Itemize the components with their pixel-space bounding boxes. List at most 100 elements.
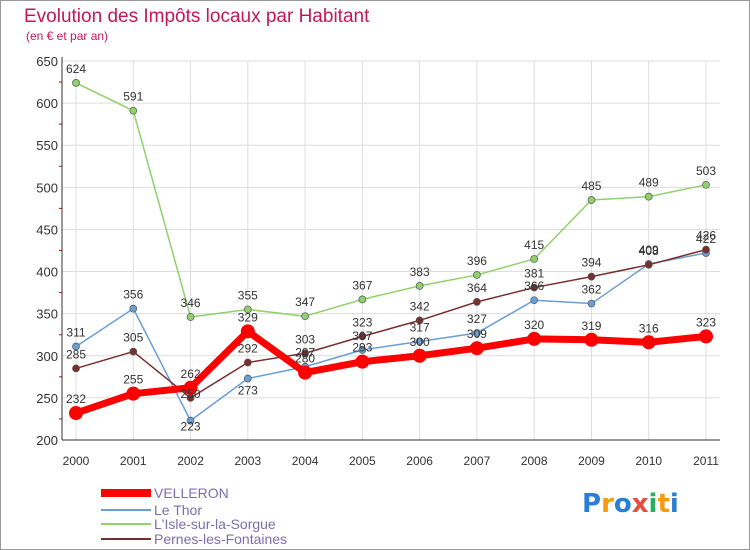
data-label: 305 xyxy=(123,331,143,345)
data-label: 367 xyxy=(352,278,372,292)
data-point xyxy=(243,358,252,367)
logo-letter: o xyxy=(613,489,632,519)
x-tick-label: 2004 xyxy=(292,454,319,468)
data-point xyxy=(355,354,370,369)
labels-layer: 624 591 346 355 347 367 383 396 415 485 489 503 311 3… xyxy=(66,62,716,434)
data-label: 319 xyxy=(581,319,601,333)
x-tick-label: 2003 xyxy=(234,454,261,468)
data-point xyxy=(240,324,255,339)
x-tick-label: 2007 xyxy=(464,454,491,468)
data-point xyxy=(473,271,481,279)
data-point xyxy=(301,312,309,321)
data-label: 356 xyxy=(123,288,143,302)
x-tick-label: 2009 xyxy=(578,454,605,468)
y-tick-label: 450 xyxy=(36,222,58,237)
data-label: 262 xyxy=(181,367,201,381)
data-label: 255 xyxy=(123,373,143,387)
data-label: 366 xyxy=(524,279,544,293)
data-label: 503 xyxy=(696,164,716,178)
x-tick-label: 2002 xyxy=(177,454,204,468)
data-label: 624 xyxy=(66,62,86,76)
data-point xyxy=(473,298,481,306)
data-point xyxy=(702,245,710,254)
data-point xyxy=(473,329,481,337)
data-label: 346 xyxy=(181,296,201,310)
data-point xyxy=(644,260,653,269)
legend-swatches xyxy=(101,489,151,540)
data-point xyxy=(298,365,313,380)
data-point xyxy=(530,296,539,305)
data-label: 300 xyxy=(410,335,430,349)
data-label: 292 xyxy=(238,342,258,356)
x-tick-label: 2000 xyxy=(63,454,90,468)
data-label: 381 xyxy=(524,267,544,281)
logo-letter: P xyxy=(582,489,602,519)
data-point xyxy=(587,299,596,308)
series-line-1 xyxy=(75,252,707,422)
y-tick-label: 500 xyxy=(36,180,58,195)
data-point xyxy=(644,192,653,201)
x-tick-label: 2001 xyxy=(120,454,147,468)
data-point xyxy=(587,196,596,204)
data-label: 409 xyxy=(639,243,659,257)
data-label: 422 xyxy=(696,232,716,246)
data-point xyxy=(72,364,80,373)
series-line-2 xyxy=(75,82,707,318)
data-point xyxy=(243,305,252,314)
data-point xyxy=(641,335,656,350)
data-label: 362 xyxy=(581,283,601,297)
data-point xyxy=(358,346,367,354)
data-point xyxy=(530,255,539,263)
data-label: 285 xyxy=(66,347,86,361)
data-point xyxy=(129,347,138,356)
data-label: 485 xyxy=(581,179,601,193)
logo-letter: x xyxy=(631,489,649,519)
data-label: 293 xyxy=(352,341,372,355)
data-label: 489 xyxy=(639,176,659,190)
data-point xyxy=(72,79,80,87)
data-label: 323 xyxy=(352,315,372,329)
data-label: 303 xyxy=(295,332,315,346)
data-point xyxy=(415,282,424,290)
y-tick-label: 600 xyxy=(36,96,58,111)
y-tick-label: 550 xyxy=(36,138,58,153)
y-tick-label: 350 xyxy=(36,307,58,322)
x-tick-label: 2011 xyxy=(693,454,719,468)
data-point xyxy=(412,348,427,363)
data-point xyxy=(72,342,80,351)
data-point xyxy=(129,304,138,313)
data-point xyxy=(301,349,309,358)
data-label: 287 xyxy=(295,346,315,360)
x-tick-label: 2006 xyxy=(406,454,433,468)
data-label: 316 xyxy=(639,321,659,335)
data-point xyxy=(415,337,424,346)
data-point xyxy=(69,406,83,421)
logo-letter: i xyxy=(669,489,679,519)
data-point xyxy=(186,416,195,425)
data-point xyxy=(587,272,596,281)
series-layer xyxy=(69,79,713,425)
data-label: 307 xyxy=(352,329,372,343)
data-label: 311 xyxy=(66,326,85,340)
data-point xyxy=(584,332,599,347)
grid xyxy=(62,60,720,441)
x-tick-label: 2005 xyxy=(349,454,376,468)
logo-letter: r xyxy=(601,489,614,519)
data-label: 355 xyxy=(238,288,258,302)
data-label: 394 xyxy=(581,256,601,270)
data-label: 415 xyxy=(524,238,544,252)
data-label: 273 xyxy=(238,384,258,398)
y-tick-label: 400 xyxy=(36,265,58,280)
series-line-0 xyxy=(72,327,710,417)
y-tick-label: 200 xyxy=(36,433,58,448)
data-label: 426 xyxy=(696,229,716,243)
legend-label-isle-sur-la-sorgue: L'Isle-sur-la-Sorgue xyxy=(154,516,276,532)
data-label: 396 xyxy=(467,254,487,268)
data-point xyxy=(243,374,252,383)
proxiti-logo[interactable]: Proxiti xyxy=(582,489,679,519)
chart-subtitle: (en € et par an) xyxy=(26,29,108,43)
data-point xyxy=(129,106,138,115)
data-label: 317 xyxy=(410,320,430,334)
